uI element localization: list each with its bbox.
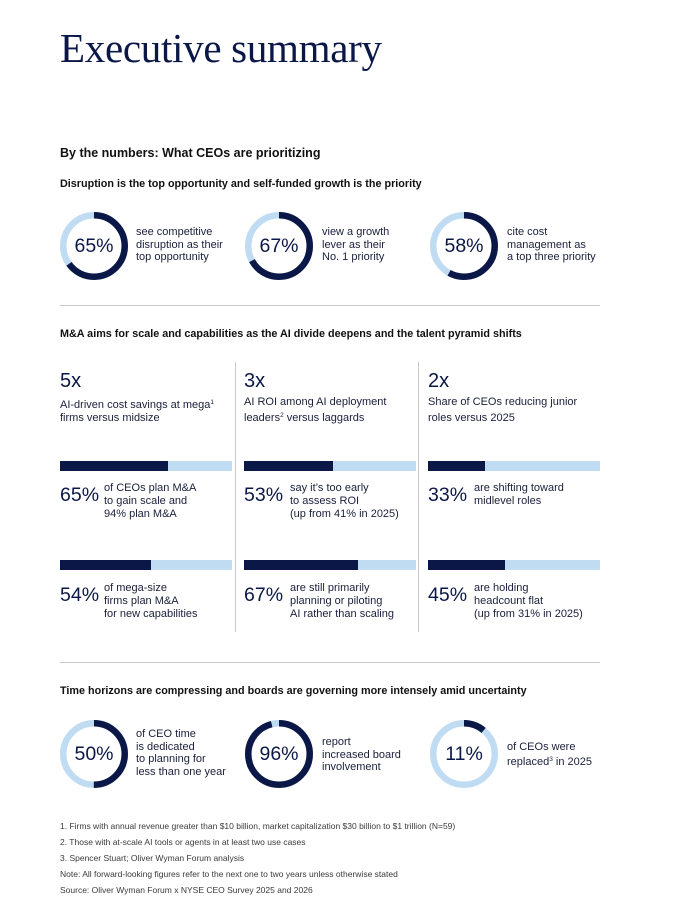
stat-ring: 11% <box>430 720 498 788</box>
progress-bar-fill <box>428 461 485 471</box>
stat-percent: 58% <box>444 235 484 257</box>
stat-caption: of CEOs plan M&A to gain scale and 94% p… <box>104 482 197 520</box>
stat-caption: are still primarily planning or piloting… <box>290 582 394 620</box>
progress-bar <box>60 560 232 570</box>
section-divider <box>60 662 600 663</box>
ring-chart <box>430 212 498 280</box>
progress-bar-fill <box>60 461 169 471</box>
footnote-ref: 2 <box>280 412 284 419</box>
progress-bar <box>428 560 600 570</box>
stat-caption: view a growth lever as their No. 1 prior… <box>322 226 390 263</box>
ring-arc <box>430 720 498 788</box>
progress-bar <box>60 461 232 471</box>
multiplier-caption: Share of CEOs reducing junior roles vers… <box>428 396 578 424</box>
stat-caption: of CEO time is dedicated to planning for… <box>136 728 226 778</box>
stat-percent: 65% <box>74 235 114 257</box>
stat-caption: say it’s too early to assess ROI (up fro… <box>290 482 399 520</box>
column-divider <box>235 362 236 632</box>
progress-bar <box>428 461 600 471</box>
footnote-ref: 1 <box>210 399 215 406</box>
stat-percent: 65% <box>60 484 100 506</box>
stat-percent: 45% <box>428 584 468 606</box>
progress-bar-fill <box>428 560 506 570</box>
stat-percent: 67% <box>259 235 299 257</box>
stat-percent: 11% <box>445 743 483 765</box>
ring-chart <box>245 212 313 280</box>
footnote-ref: 3 <box>549 755 553 763</box>
footnote: 3. Spencer Stuart; Oliver Wyman Forum an… <box>60 853 245 863</box>
multiplier-value: 5x <box>60 370 82 392</box>
stat-ring: 67% <box>245 212 313 280</box>
stat-caption: cite cost management as a top three prio… <box>507 226 596 263</box>
stat-caption: are shifting toward midlevel roles <box>474 482 564 507</box>
section-divider <box>60 305 600 306</box>
footnote-note: Note: All forward-looking figures refer … <box>60 869 398 879</box>
page-title: Executive summary <box>60 25 382 71</box>
stat-caption: are holding headcount flat (up from 31% … <box>474 582 583 620</box>
stat-percent: 33% <box>428 484 468 506</box>
stat-ring: 50% <box>60 720 128 788</box>
section-1-heading: Disruption is the top opportunity and se… <box>60 178 422 190</box>
stat-ring: 65% <box>60 212 128 280</box>
section-2-heading: M&A aims for scale and capabilities as t… <box>60 328 522 340</box>
stat-caption: of mega-size firms plan M&A for new capa… <box>104 582 198 620</box>
stat-caption: of CEOs were replaced3 in 2025 <box>507 741 592 768</box>
progress-bar-fill <box>244 461 334 471</box>
stat-ring: 96% <box>245 720 313 788</box>
ring-arc <box>60 720 128 788</box>
ring-chart <box>430 720 498 788</box>
multiplier-value: 2x <box>428 370 450 392</box>
footnote: 1. Firms with annual revenue greater tha… <box>60 821 456 831</box>
page-subtitle: By the numbers: What CEOs are prioritizi… <box>60 146 321 160</box>
multiplier-caption: AI ROI among AI deployment leaders2 vers… <box>244 396 387 424</box>
footnote-source: Source: Oliver Wyman Forum x NYSE CEO Su… <box>60 885 313 895</box>
ring-chart <box>245 720 313 788</box>
ring-arc <box>430 212 498 280</box>
stat-ring: 58% <box>430 212 498 280</box>
stat-percent: 53% <box>244 484 284 506</box>
stat-percent: 54% <box>60 584 100 606</box>
multiplier-caption: AI-driven cost savings at mega1 firms ve… <box>60 399 215 424</box>
stat-caption: report increased board involvement <box>322 736 401 773</box>
multiplier-value: 3x <box>244 370 266 392</box>
ring-chart <box>60 720 128 788</box>
footnote: 2. Those with at-scale AI tools or agent… <box>60 837 306 847</box>
ring-arc <box>60 212 128 280</box>
stat-caption: see competitive disruption as their top … <box>136 226 223 263</box>
ring-arc <box>245 212 313 280</box>
progress-bar <box>244 461 416 471</box>
stat-percent: 96% <box>259 743 299 765</box>
column-divider <box>418 362 419 632</box>
stat-percent: 50% <box>74 743 114 765</box>
progress-bar-fill <box>244 560 358 570</box>
progress-bar <box>244 560 416 570</box>
ring-chart <box>60 212 128 280</box>
ring-arc <box>245 720 313 788</box>
section-3-heading: Time horizons are compressing and boards… <box>60 685 527 697</box>
progress-bar-fill <box>60 560 152 570</box>
stat-percent: 67% <box>244 584 284 606</box>
